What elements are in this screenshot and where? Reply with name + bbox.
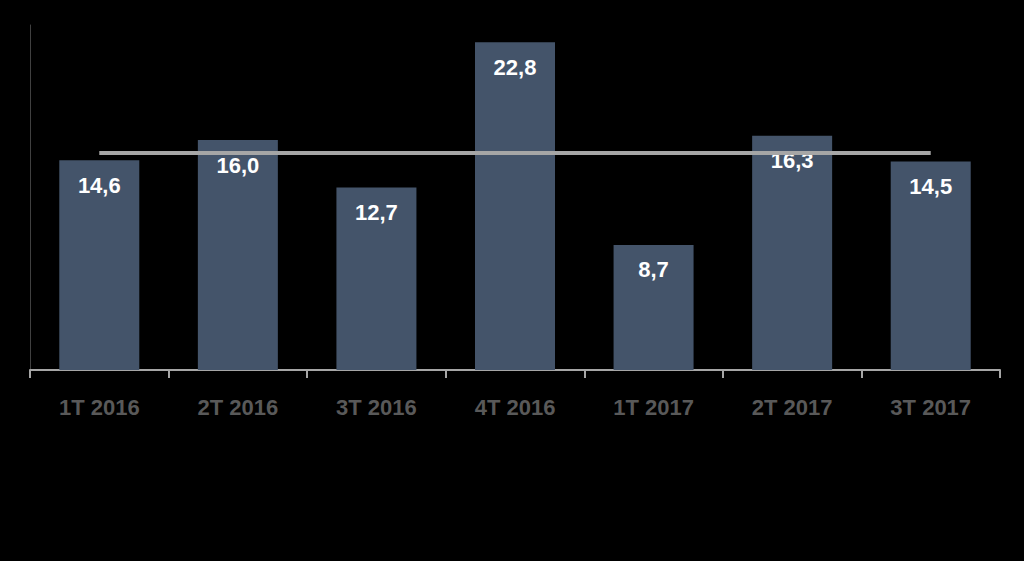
svg-text:1T 2016: 1T 2016 bbox=[59, 395, 140, 420]
svg-text:2T 2016: 2T 2016 bbox=[197, 395, 278, 420]
svg-text:1T 2017: 1T 2017 bbox=[613, 395, 694, 420]
svg-text:2T 2017: 2T 2017 bbox=[752, 395, 833, 420]
svg-text:14,5: 14,5 bbox=[909, 174, 952, 199]
svg-text:4T 2016: 4T 2016 bbox=[475, 395, 556, 420]
svg-text:3T 2016: 3T 2016 bbox=[336, 395, 417, 420]
svg-text:8,7: 8,7 bbox=[638, 257, 669, 282]
svg-text:16,3: 16,3 bbox=[770, 148, 814, 174]
svg-text:3T 2017: 3T 2017 bbox=[890, 395, 971, 420]
svg-text:14,6: 14,6 bbox=[78, 173, 121, 198]
svg-text:16,0: 16,0 bbox=[216, 153, 259, 178]
svg-text:12,7: 12,7 bbox=[355, 200, 398, 225]
svg-text:22,8: 22,8 bbox=[494, 55, 537, 80]
